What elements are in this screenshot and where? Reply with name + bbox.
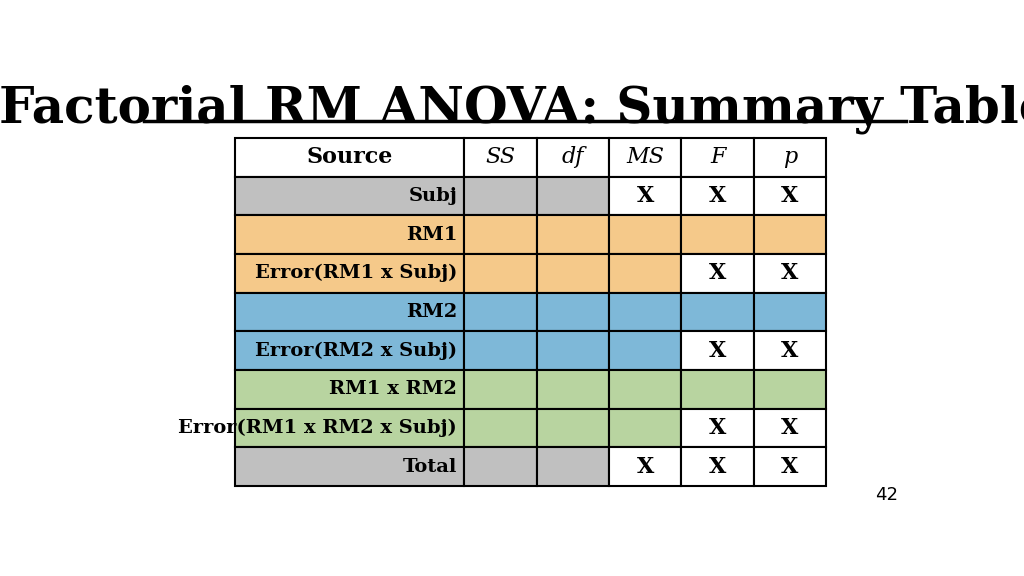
Text: 42: 42	[874, 486, 898, 504]
Bar	[609, 448, 681, 486]
Text: Factorial RM ANOVA: Summary Table: Factorial RM ANOVA: Summary Table	[0, 85, 1024, 134]
Bar	[537, 215, 609, 254]
Bar	[236, 293, 464, 331]
Bar	[236, 408, 464, 448]
Text: X: X	[781, 185, 799, 207]
Text: X: X	[709, 340, 726, 362]
Text: p: p	[783, 146, 797, 168]
Bar	[609, 215, 681, 254]
Bar	[681, 215, 754, 254]
Bar	[464, 293, 537, 331]
Bar	[681, 408, 754, 448]
Bar	[754, 215, 826, 254]
Bar	[609, 331, 681, 370]
Bar	[464, 254, 537, 293]
Text: Source: Source	[306, 146, 393, 168]
Bar	[681, 293, 754, 331]
Text: F: F	[710, 146, 725, 168]
Bar	[236, 448, 464, 486]
Bar	[464, 370, 537, 408]
Text: df: df	[561, 146, 584, 168]
Bar	[609, 138, 681, 177]
Text: X: X	[709, 185, 726, 207]
Text: X: X	[781, 262, 799, 285]
Bar	[236, 370, 464, 408]
Bar	[537, 448, 609, 486]
Text: X: X	[781, 340, 799, 362]
Text: RM2: RM2	[406, 303, 457, 321]
Bar	[464, 177, 537, 215]
Bar	[464, 408, 537, 448]
Bar	[754, 177, 826, 215]
Text: SS: SS	[485, 146, 515, 168]
Bar	[236, 177, 464, 215]
Bar	[754, 408, 826, 448]
Bar	[754, 331, 826, 370]
Bar	[609, 408, 681, 448]
Text: RM1: RM1	[406, 226, 457, 244]
Bar	[464, 331, 537, 370]
Bar	[754, 138, 826, 177]
Bar	[537, 177, 609, 215]
Text: Total: Total	[402, 458, 457, 476]
Bar	[681, 138, 754, 177]
Bar	[537, 331, 609, 370]
Bar	[537, 293, 609, 331]
Bar	[464, 215, 537, 254]
Bar	[681, 254, 754, 293]
Bar	[609, 254, 681, 293]
Bar	[681, 331, 754, 370]
Text: X: X	[637, 185, 654, 207]
Bar	[464, 138, 537, 177]
Text: X: X	[709, 417, 726, 439]
Bar	[236, 254, 464, 293]
Text: Error(RM1 x RM2 x Subj): Error(RM1 x RM2 x Subj)	[178, 419, 457, 437]
Bar	[681, 370, 754, 408]
Text: RM1 x RM2: RM1 x RM2	[330, 380, 457, 399]
Text: MS: MS	[627, 146, 665, 168]
Text: Subj: Subj	[409, 187, 457, 205]
Bar	[754, 254, 826, 293]
Text: Error(RM1 x Subj): Error(RM1 x Subj)	[255, 264, 457, 282]
Bar	[236, 138, 464, 177]
Bar	[464, 448, 537, 486]
Bar	[681, 448, 754, 486]
Bar	[236, 215, 464, 254]
Text: X: X	[709, 262, 726, 285]
Bar	[754, 370, 826, 408]
Text: X: X	[781, 456, 799, 478]
Text: X: X	[637, 456, 654, 478]
Bar	[236, 331, 464, 370]
Bar	[754, 293, 826, 331]
Bar	[537, 370, 609, 408]
Bar	[609, 293, 681, 331]
Bar	[754, 448, 826, 486]
Bar	[681, 177, 754, 215]
Text: X: X	[781, 417, 799, 439]
Bar	[537, 408, 609, 448]
Text: X: X	[709, 456, 726, 478]
Bar	[537, 254, 609, 293]
Bar	[537, 138, 609, 177]
Text: Error(RM2 x Subj): Error(RM2 x Subj)	[255, 342, 457, 360]
Bar	[609, 370, 681, 408]
Bar	[609, 177, 681, 215]
